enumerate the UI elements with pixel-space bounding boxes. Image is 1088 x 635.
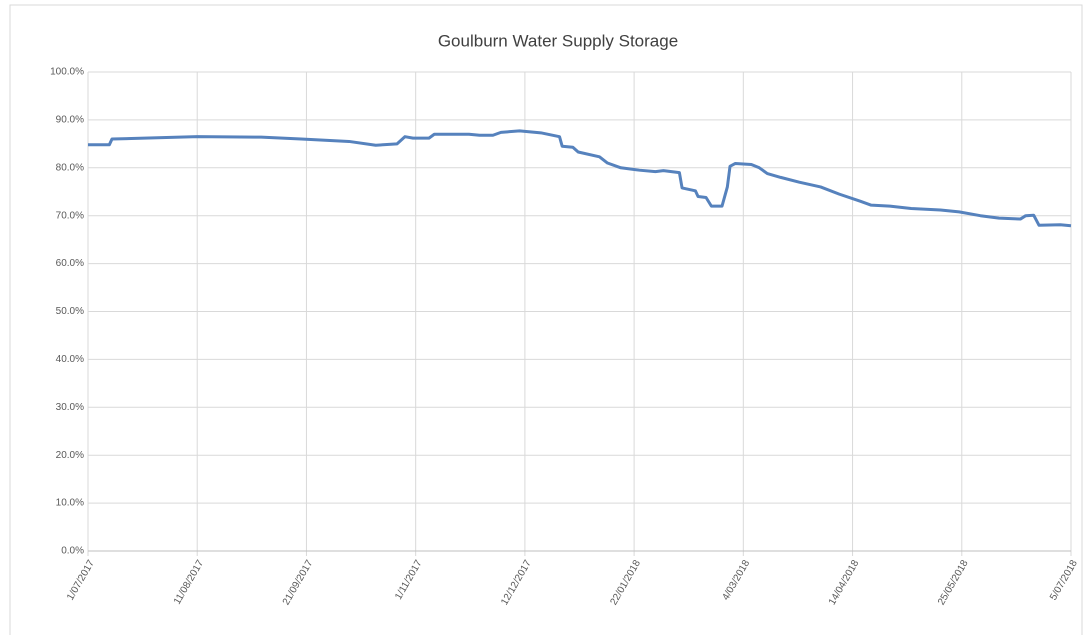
y-tick-label: 20.0% — [56, 450, 84, 461]
y-tick-label: 30.0% — [56, 402, 84, 413]
y-tick-label: 10.0% — [56, 498, 84, 509]
y-tick-label: 80.0% — [56, 162, 84, 173]
data-line — [88, 129, 1072, 228]
y-tick-label: 60.0% — [56, 258, 84, 269]
y-tick-label: 70.0% — [56, 210, 84, 221]
y-tick-label: 0.0% — [61, 546, 84, 557]
y-tick-label: 100.0% — [50, 67, 84, 78]
y-tick-label: 40.0% — [56, 354, 84, 365]
chart-border — [9, 4, 1083, 635]
chart-title: Goulburn Water Supply Storage — [438, 31, 678, 50]
y-tick-label: 90.0% — [56, 115, 84, 126]
y-tick-label: 50.0% — [56, 306, 84, 317]
